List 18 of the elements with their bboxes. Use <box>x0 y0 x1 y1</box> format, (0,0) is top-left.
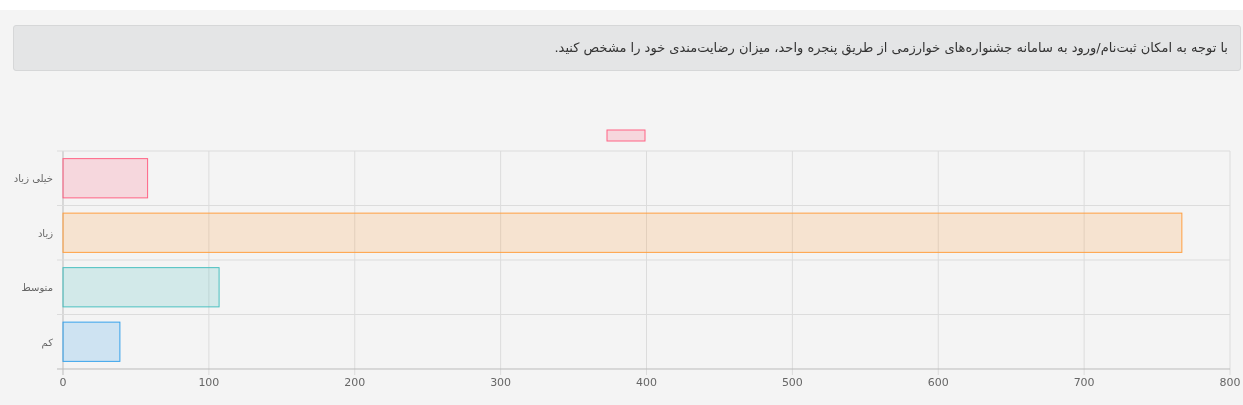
y-tick-label: خیلی زیاد <box>13 173 53 185</box>
x-tick-label: 800 <box>1219 376 1241 389</box>
x-tick-label: 400 <box>636 376 657 389</box>
y-tick-label: زیاد <box>37 227 54 239</box>
x-tick-label: 300 <box>490 376 512 389</box>
y-tick-label: کم <box>41 336 54 349</box>
chart-title: با توجه به امکان ثبت‌نام/ورود به سامانه جشنواره‌های خوارزمی از طریق پنجره واحد، میزان رضایت‌مندی خود را مشخص کنید. <box>13 25 1241 71</box>
bar <box>62 267 220 308</box>
x-tick-label: 600 <box>927 376 949 389</box>
bar <box>62 158 149 199</box>
bar <box>62 212 1183 253</box>
x-tick-label: 500 <box>781 376 803 389</box>
x-tick-label: 700 <box>1073 376 1095 389</box>
x-tick-label: 200 <box>344 376 366 389</box>
x-tick-label: 0 <box>59 376 67 389</box>
x-tick-label: 100 <box>198 376 220 389</box>
y-tick-label: متوسط <box>21 282 53 294</box>
bar <box>62 321 121 362</box>
